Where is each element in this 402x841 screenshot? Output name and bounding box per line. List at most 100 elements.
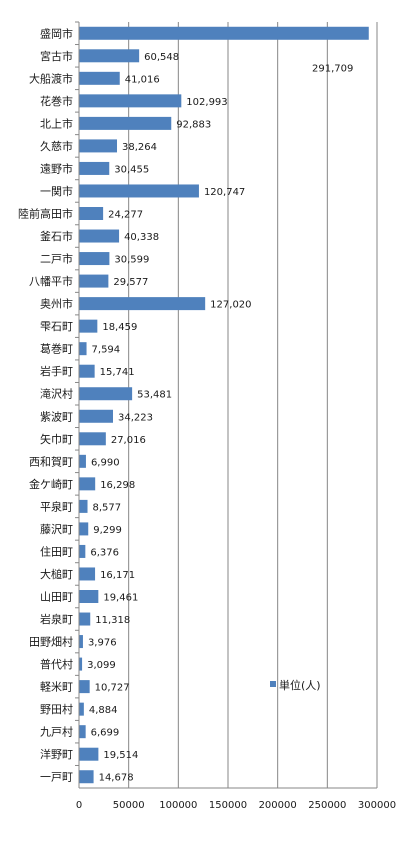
bar bbox=[79, 184, 199, 198]
category-label: 葛巻町 bbox=[40, 343, 73, 356]
category-label: 軽米町 bbox=[40, 681, 73, 694]
bar bbox=[79, 499, 88, 513]
category-label: 普代村 bbox=[40, 657, 73, 671]
category-label: 二戸市 bbox=[40, 252, 73, 266]
bar bbox=[79, 364, 95, 378]
data-label: 16,298 bbox=[100, 480, 135, 491]
axes bbox=[75, 21, 377, 789]
data-label: 24,277 bbox=[108, 210, 143, 221]
data-label: 9,299 bbox=[93, 525, 122, 536]
data-label: 15,741 bbox=[100, 367, 135, 378]
data-label: 53,481 bbox=[137, 390, 172, 401]
legend-swatch bbox=[270, 681, 276, 687]
category-label: 遠野市 bbox=[40, 161, 73, 175]
category-label: 紫波町 bbox=[40, 410, 73, 423]
bar bbox=[79, 274, 109, 288]
legend: 単位(人) bbox=[270, 678, 321, 692]
bar bbox=[79, 342, 87, 356]
data-label: 19,514 bbox=[103, 750, 138, 761]
bar bbox=[79, 297, 206, 311]
bar bbox=[79, 590, 99, 603]
data-label: 8,577 bbox=[93, 502, 122, 513]
category-label: 奥州市 bbox=[40, 297, 73, 311]
data-label: 27,016 bbox=[111, 435, 146, 446]
data-label: 291,709 bbox=[312, 63, 353, 74]
category-label: 久慈市 bbox=[40, 139, 73, 153]
data-label: 30,455 bbox=[114, 164, 149, 175]
data-label: 34,223 bbox=[118, 412, 153, 423]
category-label: 大槌町 bbox=[40, 567, 73, 581]
bar bbox=[79, 477, 96, 491]
bar bbox=[79, 680, 90, 694]
category-label: 金ケ崎町 bbox=[29, 477, 73, 491]
data-label: 102,993 bbox=[186, 97, 227, 108]
category-label: 岩泉町 bbox=[40, 612, 73, 626]
x-tick-label: 50000 bbox=[113, 800, 145, 811]
category-label: 山田町 bbox=[40, 591, 73, 604]
gridlines bbox=[78, 22, 378, 788]
data-label: 60,548 bbox=[144, 52, 179, 63]
bar bbox=[79, 432, 106, 446]
data-label: 14,678 bbox=[99, 773, 134, 784]
category-label: 花巻市 bbox=[40, 94, 73, 108]
data-label: 10,727 bbox=[95, 683, 130, 694]
category-label: 陸前高田市 bbox=[18, 207, 73, 221]
legend-label: 単位(人) bbox=[279, 678, 321, 692]
category-label: 洋野町 bbox=[40, 747, 73, 761]
bar bbox=[79, 94, 182, 108]
data-label: 38,264 bbox=[122, 142, 157, 153]
bar bbox=[79, 770, 94, 784]
data-label: 6,990 bbox=[91, 457, 120, 468]
data-label: 127,020 bbox=[210, 300, 251, 311]
bar bbox=[79, 139, 118, 153]
data-label: 3,976 bbox=[88, 638, 117, 649]
category-label: 八幡平市 bbox=[29, 274, 73, 288]
x-tick-label: 300000 bbox=[358, 800, 396, 811]
x-tick-label: 0 bbox=[76, 800, 82, 811]
category-label: 大船渡市 bbox=[29, 71, 73, 85]
data-label: 120,747 bbox=[204, 187, 245, 198]
bar bbox=[79, 635, 83, 649]
category-label: 盛岡市 bbox=[40, 26, 73, 40]
data-label: 92,883 bbox=[176, 119, 211, 130]
data-label: 41,016 bbox=[125, 74, 160, 85]
data-label: 40,338 bbox=[124, 232, 159, 243]
category-label: 一戸町 bbox=[40, 771, 73, 784]
bar bbox=[79, 71, 120, 85]
x-tick-label: 100000 bbox=[159, 800, 197, 811]
category-label: 雫石町 bbox=[40, 320, 73, 333]
data-label: 19,461 bbox=[103, 593, 138, 604]
labels: 0 50000 100000 150000 200000 250000 300000 盛岡市 2… bbox=[18, 26, 396, 811]
category-label: 田野畑村 bbox=[29, 635, 73, 649]
category-label: 平泉町 bbox=[40, 499, 73, 513]
bar bbox=[79, 612, 91, 626]
bar bbox=[79, 319, 98, 333]
category-label: 住田町 bbox=[40, 544, 73, 558]
bar bbox=[79, 522, 89, 536]
bar bbox=[79, 702, 84, 716]
bar bbox=[79, 229, 120, 243]
data-label: 18,459 bbox=[102, 322, 137, 333]
category-label: 藤沢町 bbox=[40, 522, 73, 536]
bar bbox=[79, 544, 86, 558]
data-label: 30,599 bbox=[114, 255, 149, 266]
bar bbox=[79, 454, 86, 468]
bar bbox=[79, 387, 133, 401]
category-label: 一関市 bbox=[40, 184, 73, 198]
data-label: 7,594 bbox=[92, 345, 121, 356]
bars bbox=[79, 26, 369, 784]
bar bbox=[79, 26, 369, 40]
bar bbox=[79, 252, 110, 266]
data-label: 29,577 bbox=[113, 277, 148, 288]
data-label: 16,171 bbox=[100, 570, 135, 581]
bar bbox=[79, 161, 110, 175]
category-label: 西和賀町 bbox=[29, 455, 73, 468]
data-label: 11,318 bbox=[95, 615, 130, 626]
bar bbox=[79, 116, 172, 130]
bar bbox=[79, 49, 140, 63]
data-label: 6,699 bbox=[91, 728, 120, 739]
category-label: 宮古市 bbox=[40, 49, 73, 63]
bar bbox=[79, 657, 83, 671]
